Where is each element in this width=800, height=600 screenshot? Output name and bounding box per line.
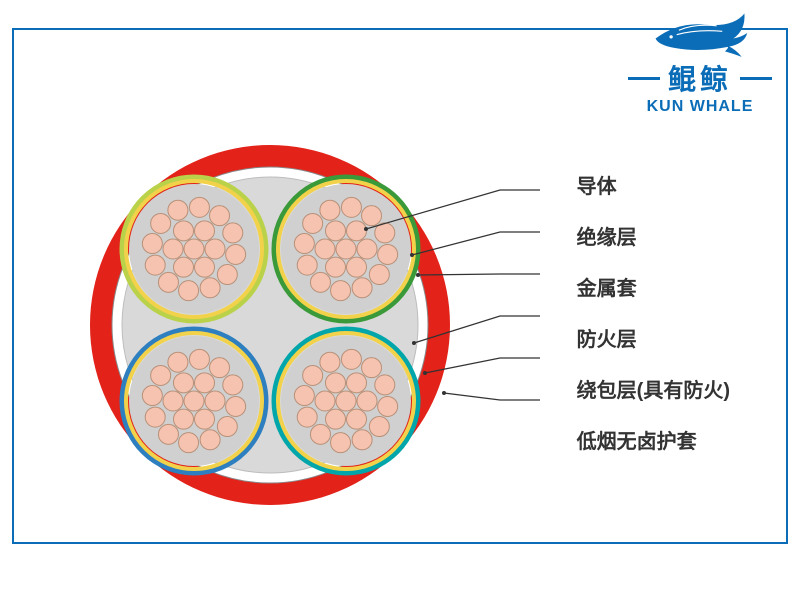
label-conductor: 导体: [577, 170, 730, 199]
cable-diagram: 导体 绝缘层 金属套 防火层 绕包层(具有防火) 低烟无卤护套: [70, 140, 730, 510]
label-fire-layer: 防火层: [577, 323, 730, 352]
label-wrap-layer: 绕包层(具有防火): [577, 374, 730, 403]
cable-cross-section: [70, 130, 540, 520]
label-insulation: 绝缘层: [577, 221, 730, 250]
logo-chinese: 鲲鲸: [628, 58, 772, 98]
label-outer-sheath: 低烟无卤护套: [577, 425, 730, 454]
whale-icon: [640, 8, 760, 58]
label-metal-sheath: 金属套: [577, 272, 730, 301]
logo-dash-right: [740, 77, 772, 80]
logo-dash-left: [628, 77, 660, 80]
label-list: 导体 绝缘层 金属套 防火层 绕包层(具有防火) 低烟无卤护套: [577, 170, 730, 454]
brand-logo: 鲲鲸 KUN WHALE: [628, 8, 772, 116]
logo-english: KUN WHALE: [647, 98, 754, 116]
logo-chinese-text: 鲲鲸: [668, 58, 732, 98]
